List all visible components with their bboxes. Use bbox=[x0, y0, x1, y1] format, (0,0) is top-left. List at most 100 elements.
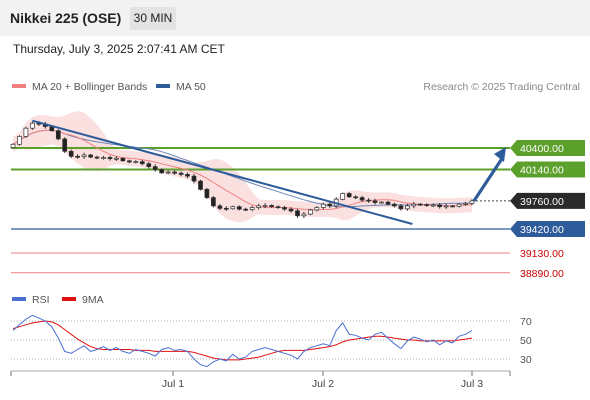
candle-body bbox=[17, 136, 22, 145]
level-tag-40140 bbox=[510, 161, 585, 178]
level-label-39420: 39420.00 bbox=[520, 224, 564, 236]
candle-body bbox=[62, 138, 68, 152]
candle-body bbox=[107, 157, 113, 160]
timeframe-button[interactable]: 30 MIN bbox=[130, 7, 176, 30]
candle-body bbox=[424, 204, 430, 206]
candle-body bbox=[217, 205, 223, 209]
candle-body bbox=[379, 201, 384, 204]
candle-body bbox=[165, 171, 171, 174]
candle-body bbox=[185, 174, 190, 177]
level-label-40400: 40400.00 bbox=[520, 143, 564, 155]
level-label-39760: 39760.00 bbox=[520, 196, 564, 208]
candle-body bbox=[198, 180, 203, 190]
candle-body bbox=[314, 207, 320, 211]
candle-body bbox=[392, 203, 397, 207]
candle-body bbox=[275, 206, 281, 209]
rsi-line-rsi bbox=[12, 314, 473, 368]
rsi-legend-label-0: RSI bbox=[32, 294, 50, 306]
rsi-legend-swatch-0 bbox=[12, 297, 26, 301]
symbol-title: Nikkei 225 (OSE) bbox=[10, 10, 122, 26]
candle-body bbox=[405, 205, 410, 210]
candle-body bbox=[75, 155, 80, 158]
level-label-39130: 39130.00 bbox=[520, 248, 564, 260]
candle-body bbox=[68, 150, 74, 157]
candle-body bbox=[172, 171, 177, 174]
level-labels: 40400.00 40140.00 39760.00 39420.00 39130.00… bbox=[510, 140, 585, 280]
trendline bbox=[32, 119, 413, 225]
candle-body bbox=[417, 203, 423, 206]
candle-body bbox=[152, 166, 158, 170]
bollinger-band-area bbox=[13, 111, 472, 223]
rsi-tick-70: 70 bbox=[520, 316, 532, 328]
candle-body bbox=[223, 207, 229, 210]
candle-body bbox=[127, 160, 132, 163]
candle-body bbox=[469, 200, 475, 204]
candle-body bbox=[353, 196, 358, 199]
rsi-tick-50: 50 bbox=[520, 335, 532, 347]
candle-body bbox=[385, 201, 391, 205]
candle-body bbox=[55, 130, 61, 140]
candle-body bbox=[463, 203, 468, 205]
bollinger-bands bbox=[13, 111, 472, 223]
x-tick-label: Jul 2 bbox=[312, 378, 334, 390]
candle-body bbox=[88, 154, 93, 158]
levels-group bbox=[11, 147, 510, 274]
candle-body bbox=[269, 205, 274, 207]
rsi-legend-label-1: 9MA bbox=[82, 294, 104, 306]
x-axis: Jul 1 Jul 2 Jul 3 bbox=[10, 370, 511, 390]
level-label-40140: 40140.00 bbox=[520, 165, 564, 177]
candle-body bbox=[159, 169, 165, 174]
candle-body bbox=[437, 204, 443, 208]
level-tag-40400 bbox=[510, 140, 585, 156]
candle-body bbox=[398, 205, 404, 210]
candle-body bbox=[359, 197, 365, 201]
chart-legend: MA 20 + Bollinger Bands MA 50 bbox=[12, 81, 206, 93]
candle-body bbox=[327, 203, 333, 207]
candles bbox=[10, 121, 475, 219]
candle-body bbox=[320, 203, 326, 208]
x-tick-label: Jul 3 bbox=[461, 378, 483, 390]
candle-body bbox=[443, 205, 449, 208]
candle-body bbox=[366, 199, 371, 202]
candle-body bbox=[133, 161, 139, 163]
candle-body bbox=[295, 210, 300, 217]
level-label-38890: 38890.00 bbox=[520, 268, 564, 280]
candle-body bbox=[114, 157, 119, 160]
candle-body bbox=[204, 188, 210, 198]
candle-body bbox=[10, 143, 16, 148]
rsi-line-9ma bbox=[12, 320, 473, 361]
level-tag-39420 bbox=[510, 221, 585, 237]
candle-body bbox=[120, 157, 126, 162]
candle-body bbox=[139, 161, 145, 165]
trendline-group bbox=[32, 119, 506, 225]
candle-body bbox=[191, 175, 197, 182]
legend-swatch-1 bbox=[156, 84, 170, 88]
candle-body bbox=[301, 213, 307, 217]
candle-body bbox=[211, 197, 216, 207]
candle-body bbox=[30, 122, 35, 129]
candle-body bbox=[340, 193, 346, 200]
candle-body bbox=[249, 207, 255, 210]
candle-body bbox=[262, 205, 268, 207]
candle-body bbox=[346, 193, 352, 198]
candle-body bbox=[256, 205, 262, 208]
level-tag-39760 bbox=[510, 192, 585, 209]
chart-header: Nikkei 225 (OSE) 30 MIN bbox=[0, 0, 590, 36]
candle-body bbox=[308, 209, 313, 215]
candle-body bbox=[101, 157, 106, 159]
candle-body bbox=[230, 206, 236, 210]
timestamp: Thursday, July 3, 2025 2:07:41 AM CET bbox=[13, 42, 225, 56]
ma20-line bbox=[12, 129, 473, 211]
candle-body bbox=[236, 206, 242, 210]
rsi-panel: RSI 9MA 70 50 30 bbox=[11, 294, 532, 368]
candle-body bbox=[456, 203, 462, 207]
projection-arrow-shaft bbox=[472, 156, 505, 202]
credit-text: Research © 2025 Trading Central bbox=[423, 81, 580, 93]
legend-label-1: MA 50 bbox=[176, 81, 206, 93]
candle-body bbox=[146, 163, 152, 167]
candle-body bbox=[23, 127, 29, 137]
candle-body bbox=[243, 208, 249, 211]
rsi-tick-30: 30 bbox=[520, 354, 532, 366]
candle-body bbox=[282, 207, 287, 210]
